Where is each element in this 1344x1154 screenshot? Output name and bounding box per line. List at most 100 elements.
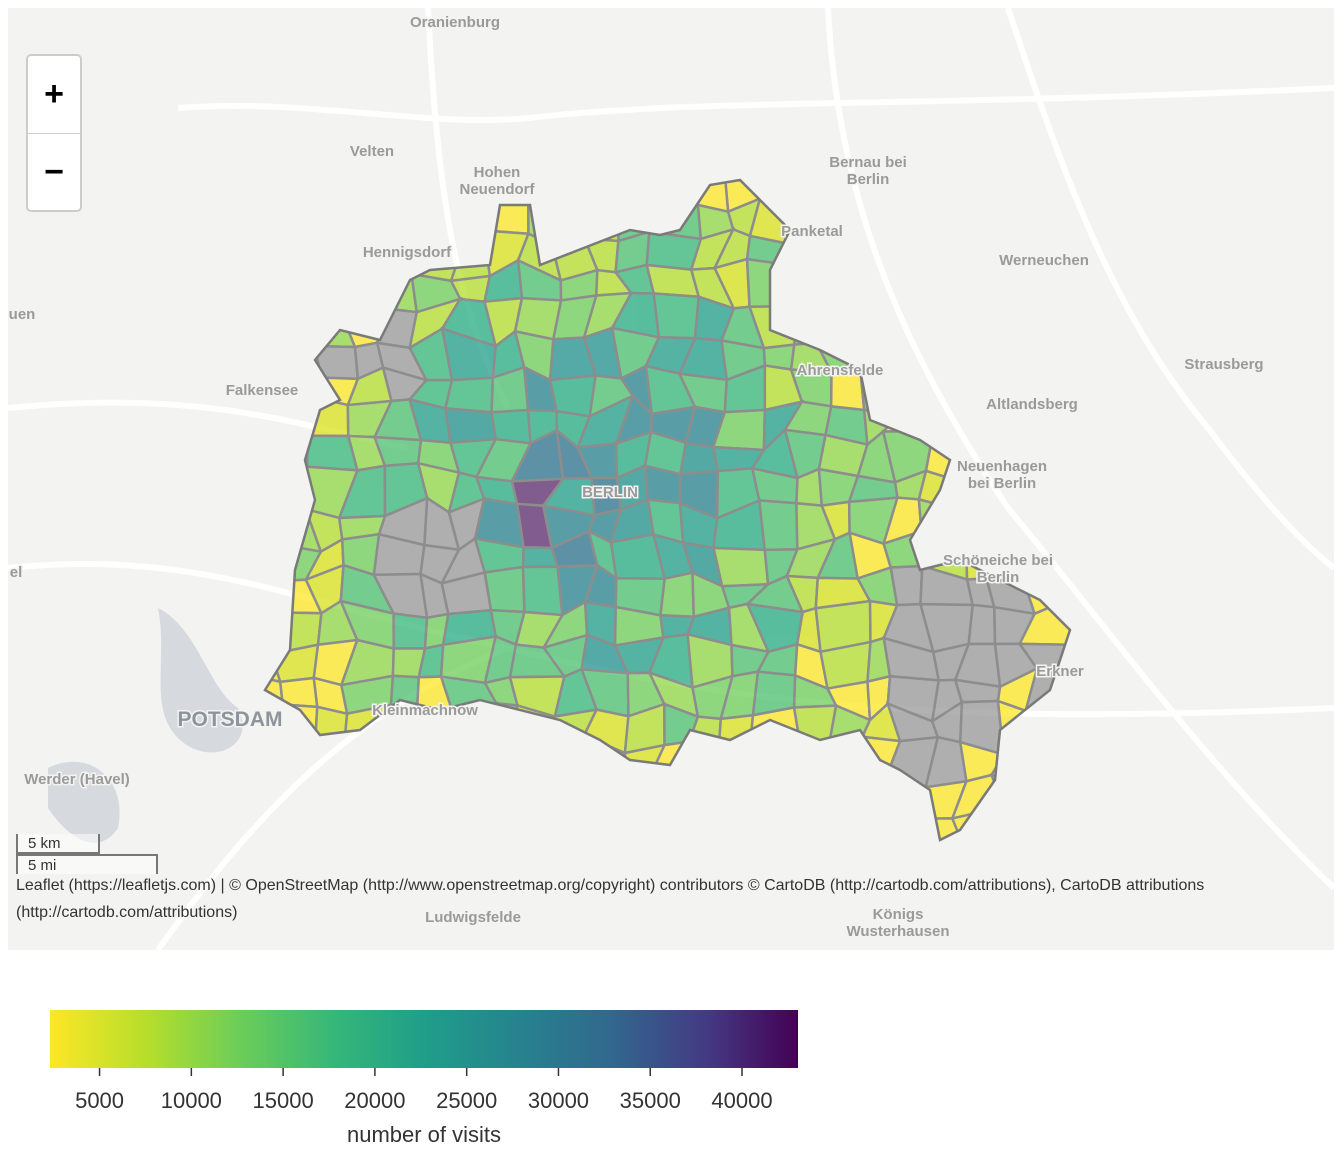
attribution: Leaflet (https://leafletjs.com) | © Open… [16,877,1205,921]
district [405,738,458,778]
district [265,648,283,684]
district [757,499,799,552]
district [961,194,993,232]
district [480,804,530,840]
district [342,733,384,793]
colorbar-tick-label: 20000 [344,1088,405,1113]
place-label: Schöneiche bei [943,552,1053,569]
district [265,270,292,316]
road [1005,8,1334,571]
district [279,464,309,512]
district [440,768,493,811]
place-label: Bernau bei [829,154,907,171]
district [889,564,924,607]
scale-mi: 5 mi [16,854,158,874]
district [1058,292,1070,338]
district [339,257,396,315]
district [850,817,892,840]
district [265,820,287,840]
district [659,571,696,619]
district [953,296,992,344]
district [652,292,701,340]
colorbar-tick-label: 35000 [620,1088,681,1113]
zoom-out-button[interactable]: − [28,133,80,211]
place-label: Erkner [1036,663,1084,680]
place-label: Berlin [977,569,1020,586]
district [315,180,356,211]
district [856,303,902,341]
district [984,296,1040,330]
place-label: uen [9,306,36,323]
place-label: Panketal [781,223,843,240]
district [964,496,1008,554]
district [1024,708,1055,760]
district [1021,496,1063,546]
district [818,779,868,825]
district [649,769,695,817]
district [1067,597,1070,653]
district [1059,540,1070,582]
district [652,806,688,840]
district [521,565,564,617]
district [302,812,359,840]
district [924,224,965,277]
district [271,816,323,840]
district [269,643,320,684]
district [850,771,891,825]
district [511,771,566,825]
district [353,808,387,840]
district [265,180,289,209]
district [318,771,359,820]
place-label: el [10,564,23,581]
district [490,701,520,752]
district [265,543,284,586]
district [274,201,322,243]
district [1020,326,1062,377]
district [279,428,309,488]
district [374,192,423,246]
place-label: Berlin [847,171,890,188]
district [967,603,997,646]
place-label: Altlandsberg [986,396,1078,413]
district [827,735,867,787]
colorbar-tick-label: 5000 [75,1088,124,1113]
lake [158,608,243,753]
zoom-in-button[interactable]: + [44,75,64,113]
district [489,740,515,775]
district [265,749,291,793]
place-label: Ludwigsfelde [425,909,521,926]
district [317,189,357,244]
district [787,180,820,195]
district [287,296,316,349]
district [687,740,721,784]
place-label: Werneuchen [999,252,1089,269]
district [551,771,586,825]
district [583,195,622,243]
place-label: Oranienburg [410,14,500,31]
district [896,268,932,311]
district [286,258,311,311]
district [550,180,587,208]
place-label: Werder (Havel) [24,771,130,788]
district [1058,767,1070,826]
district [375,768,417,816]
district [278,395,315,438]
district [988,273,1040,313]
road [825,8,1334,891]
district [306,257,343,316]
map[interactable]: Oranienburg Velten Hohen Neuendorf Bernau be… [8,8,1334,950]
district [747,769,787,823]
district [1056,495,1070,546]
colorbar-label: number of visits [347,1122,501,1147]
district [576,180,624,208]
district [265,427,283,487]
district [950,180,998,213]
district [1031,291,1070,338]
district [265,608,292,656]
place-label: POTSDAM [178,708,283,731]
district [1031,278,1070,313]
lake [48,761,120,843]
district [509,806,566,840]
berlin-outline [263,178,1072,842]
